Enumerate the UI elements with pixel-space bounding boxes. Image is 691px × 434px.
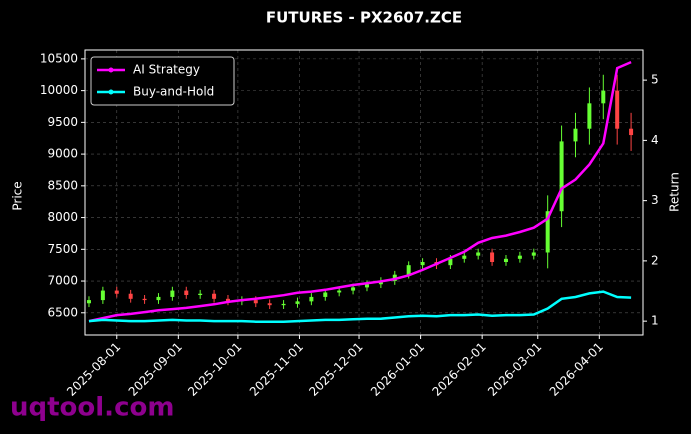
y2-tick-label: 1: [651, 314, 659, 328]
legend-label: Buy-and-Hold: [133, 85, 214, 99]
candle-body: [420, 262, 425, 266]
y2-tick-label: 3: [651, 193, 659, 207]
chart-title: FUTURES - PX2607.ZCE: [266, 9, 462, 27]
legend-marker: [108, 67, 114, 73]
candle-body: [156, 296, 161, 301]
candle-body: [323, 292, 328, 297]
legend-marker: [108, 89, 114, 95]
y-tick-label: 7000: [47, 274, 78, 288]
candle-body: [406, 265, 411, 275]
candle-body: [128, 293, 133, 299]
legend-box: [90, 56, 235, 106]
candle-body: [517, 255, 522, 259]
candle-body: [225, 298, 230, 302]
candle-body: [490, 252, 495, 263]
candle-body: [364, 284, 369, 288]
legend: AI Strategy Buy-and-Hold: [90, 56, 235, 106]
candle-body: [615, 90, 620, 129]
y-tick-label: 10000: [40, 83, 78, 97]
y-tick-label: 8500: [47, 178, 78, 192]
candle-body: [170, 290, 175, 297]
y-tick-label: 8000: [47, 210, 78, 224]
y-tick-label: 9500: [47, 115, 78, 129]
y2-tick-label: 2: [651, 253, 659, 267]
legend-label: AI Strategy: [133, 63, 200, 77]
candle-body: [142, 298, 147, 301]
candle-body: [351, 287, 356, 291]
candle-body: [212, 293, 217, 299]
candle-body: [253, 300, 258, 304]
y2-axis-label: Return: [668, 172, 682, 212]
candle-body: [295, 301, 300, 304]
candle-body: [267, 303, 272, 306]
y-tick-label: 6500: [47, 305, 78, 319]
candle-body: [281, 303, 286, 306]
candle-body: [476, 252, 481, 256]
y-axis-label: Price: [11, 181, 25, 210]
series-line: [88, 60, 632, 323]
candle-body: [587, 103, 592, 129]
candle-body: [184, 290, 189, 296]
candle-body: [309, 296, 314, 302]
candle-body: [86, 300, 91, 304]
y2-tick-label: 4: [651, 133, 659, 147]
candle-body: [629, 128, 634, 136]
candle-body: [503, 258, 508, 263]
candle-body: [573, 128, 578, 142]
y-tick-label: 9000: [47, 147, 78, 161]
candle-body: [114, 290, 119, 294]
candle-body: [601, 90, 606, 104]
plot-frame: [84, 49, 644, 336]
candle-body: [545, 211, 550, 253]
y-tick-label: 10500: [40, 51, 78, 65]
candle-body: [337, 290, 342, 293]
y2-tick-label: 5: [651, 73, 659, 87]
candle-body: [448, 258, 453, 266]
y-tick-label: 7500: [47, 242, 78, 256]
candle-body: [198, 293, 203, 296]
candle-body: [559, 141, 564, 212]
series-line: [88, 290, 632, 323]
watermark: uqtool.com: [10, 393, 174, 423]
candle-body: [531, 252, 536, 256]
candle-body: [462, 255, 467, 259]
candle-body: [100, 290, 105, 301]
